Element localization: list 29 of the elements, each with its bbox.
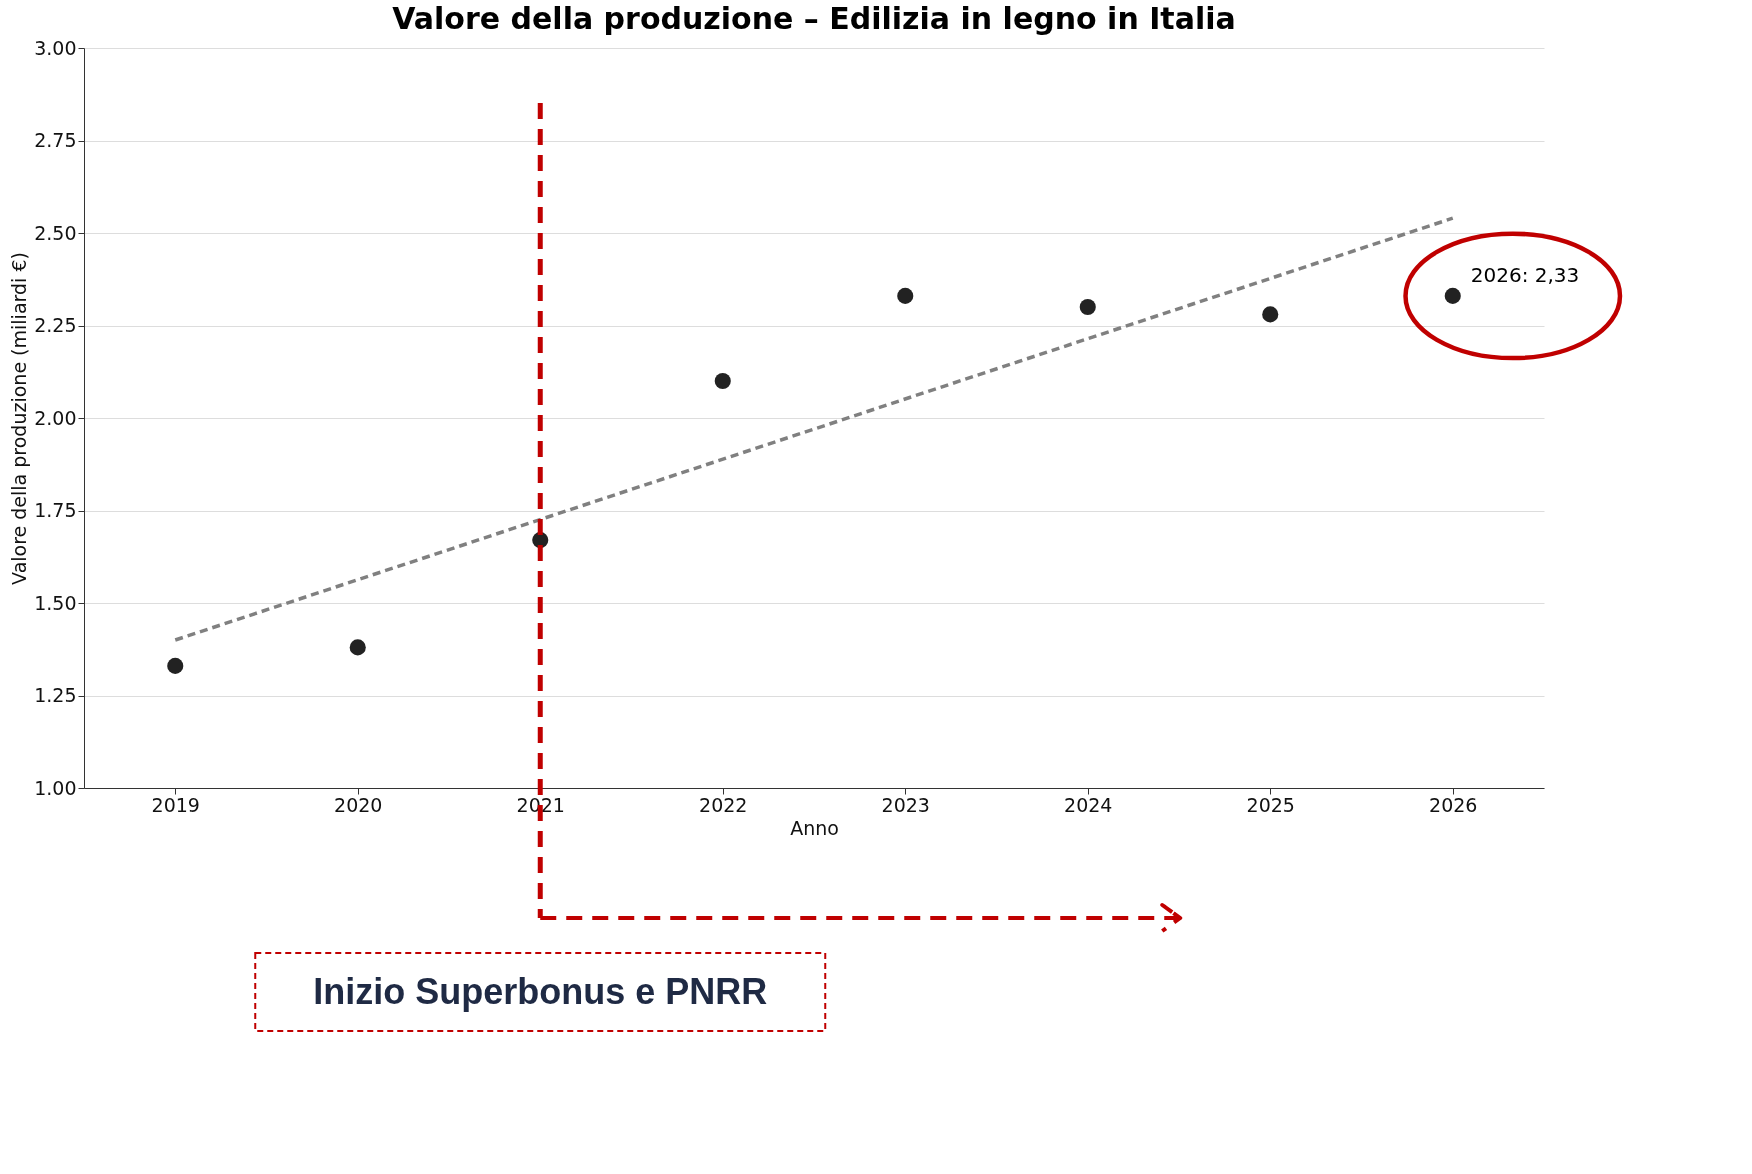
annotation: 2026: 2,33: [1470, 262, 1580, 287]
y-tick-label: 1.25: [34, 684, 77, 706]
y-tick-label: 3.00: [34, 36, 77, 59]
y-tick-label: 1.75: [34, 499, 77, 521]
y-tick-label: 2.50: [34, 221, 77, 244]
ref-line-label: Inizio Superbonus e PNRR: [313, 971, 768, 1012]
point: [1262, 306, 1279, 323]
point: [167, 657, 184, 674]
y-tick-label: 1.50: [34, 591, 77, 614]
point: [897, 287, 914, 304]
x-tick-label: 2026: [1429, 793, 1478, 816]
y-tick-label: 1.00: [34, 776, 77, 799]
y-tick-label: 2.75: [34, 129, 77, 151]
x-axis-title: Anno: [790, 816, 839, 839]
y-axis-title: Valore della produzione (miliardi €): [8, 252, 31, 585]
x-tick-label: 2019: [151, 793, 200, 816]
y-tick-label: 2.25: [34, 314, 77, 336]
point: [1079, 298, 1096, 316]
x-tick-label: 2025: [1246, 793, 1295, 816]
x-tick-label: 2023: [881, 793, 930, 816]
x-tick-label: 2024: [1064, 793, 1113, 816]
chart-title: Valore della produzione – Edilizia in legno in Italia: [392, 1, 1236, 36]
point: [714, 372, 731, 390]
point: [349, 639, 366, 656]
x-tick-label: 2021: [516, 793, 565, 816]
y-tick-label: 2.00: [34, 406, 77, 429]
point: [1444, 287, 1461, 304]
x-tick-label: 2022: [699, 793, 748, 816]
x-tick-label: 2020: [334, 793, 383, 816]
